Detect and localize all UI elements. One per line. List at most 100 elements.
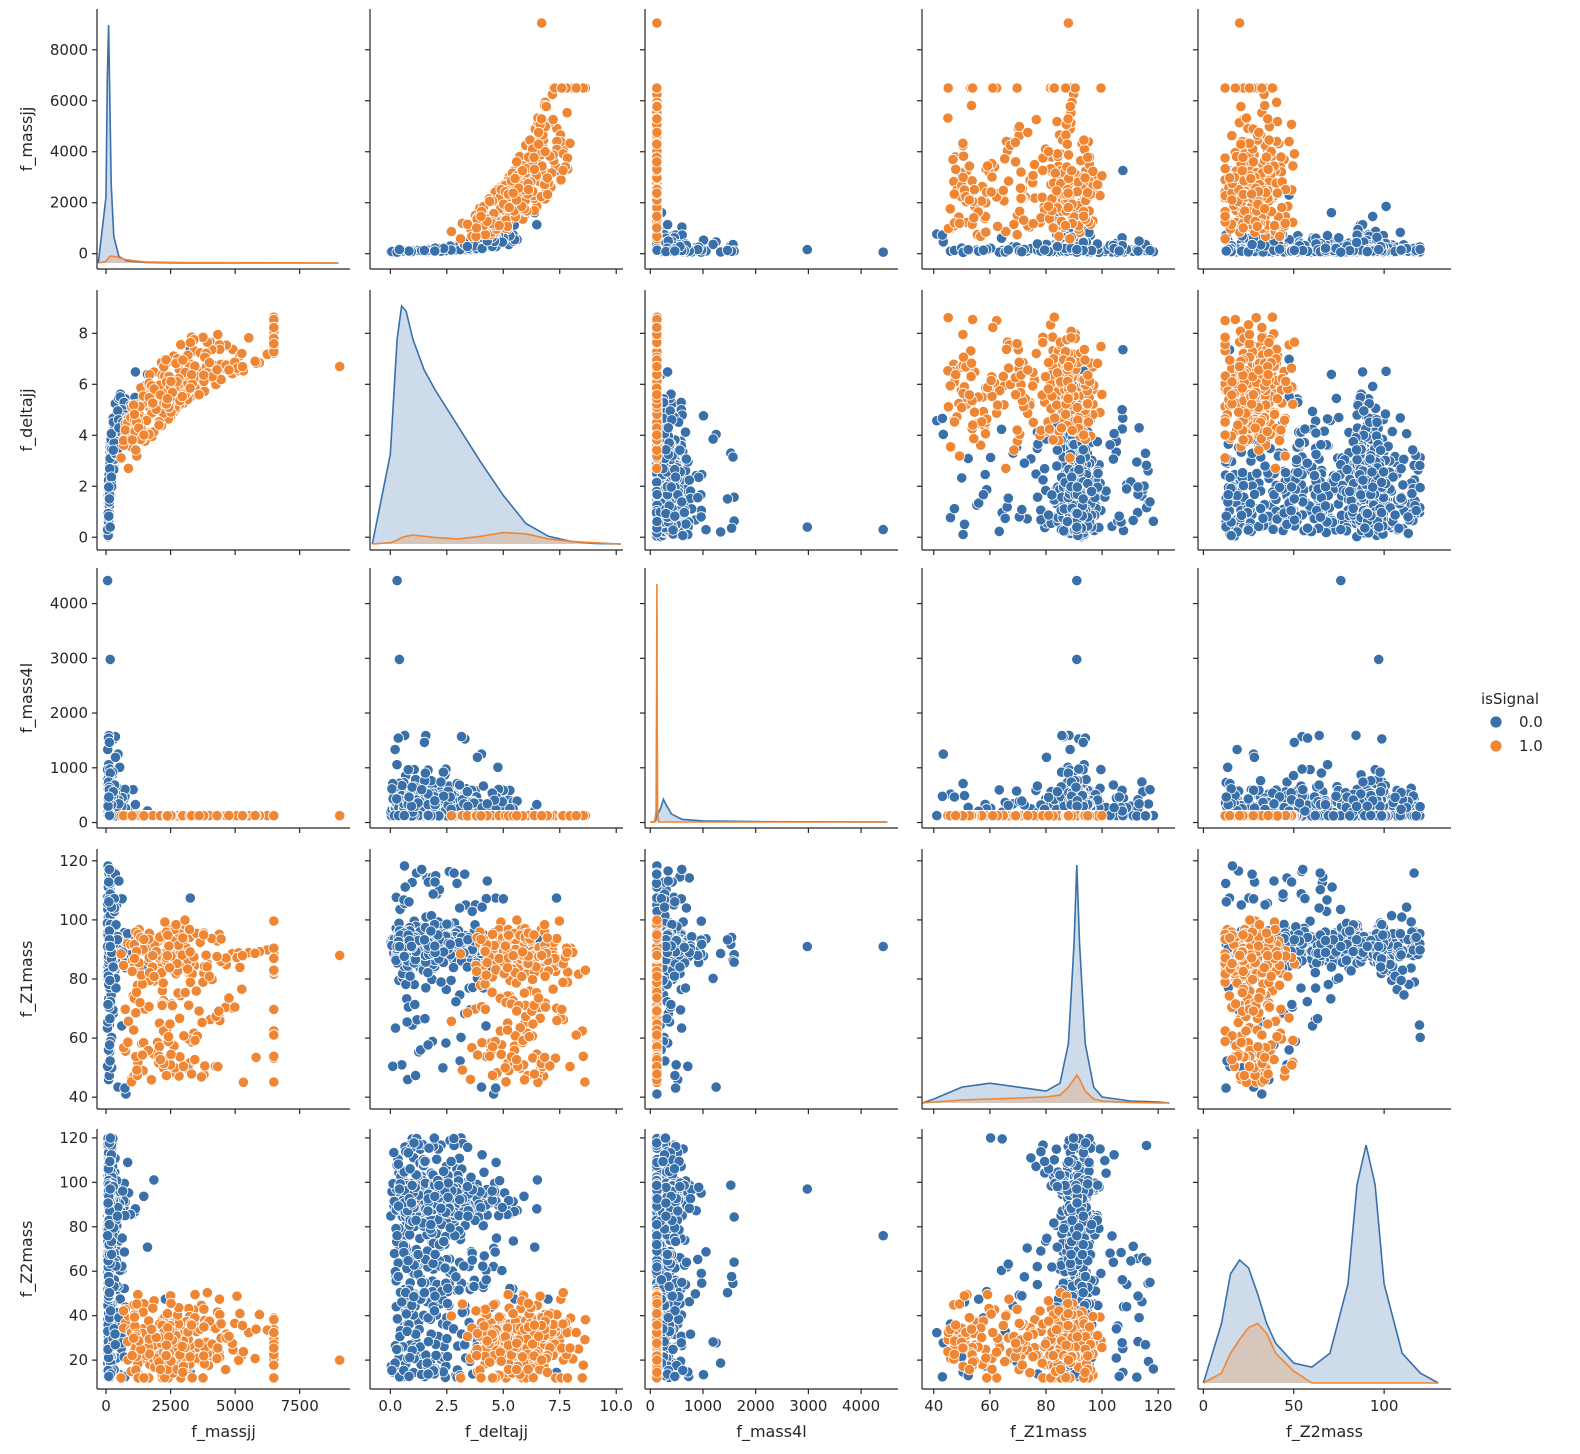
scatter-point-signal [1037, 164, 1049, 176]
scatter-point-background [1016, 246, 1028, 258]
scatter-point-signal [1064, 100, 1076, 113]
scatter-point-background [1325, 207, 1338, 219]
scatter-point-background [661, 219, 674, 231]
scatter-point-signal [1287, 160, 1299, 172]
scatter-point-signal [1260, 151, 1273, 163]
scatter-point-signal [115, 452, 127, 464]
scatter-point-signal [1271, 96, 1283, 108]
scatter-point-signal [445, 226, 457, 238]
scatter-point-signal [1027, 169, 1039, 182]
scatter-point-signal [1042, 200, 1055, 212]
scatter-point-signal [942, 82, 954, 94]
scatter-point-background [393, 244, 405, 256]
scatter-point-signal [651, 126, 663, 138]
scatter-point-background [801, 244, 813, 256]
scatter-point-signal [160, 354, 172, 366]
scatter-point-signal [950, 163, 962, 175]
scatter-point-background [1144, 244, 1156, 257]
scatter-point-signal [1030, 114, 1042, 126]
scatter-point-signal [147, 397, 159, 409]
scatter-point-signal [1078, 210, 1090, 222]
scatter-point-signal [1011, 82, 1023, 94]
scatter-point-signal [980, 226, 992, 238]
scatter-point-background [1395, 244, 1407, 256]
scatter-point-signal [268, 338, 280, 350]
scatter-point-signal [1271, 187, 1284, 199]
scatter-point-signal [1013, 121, 1025, 133]
scatter-point-signal [503, 201, 515, 214]
scatter-point-signal [165, 375, 177, 387]
scatter-point-signal [1048, 82, 1060, 94]
scatter-point-background [105, 471, 118, 483]
kde-fill-signal [372, 532, 621, 544]
scatter-point-signal [1062, 17, 1075, 29]
scatter-point-background [1133, 235, 1145, 247]
scatter-point-signal [651, 82, 663, 94]
scatter-point-background [1351, 236, 1363, 249]
scatter-point-signal [1014, 182, 1027, 194]
scatter-point-signal [1288, 148, 1301, 160]
panel-f_deltajj-vs-f_massjj [92, 290, 350, 555]
scatter-point-signal [1226, 130, 1238, 142]
scatter-point-background [107, 444, 119, 456]
scatter-point-signal [1060, 82, 1072, 94]
scatter-point-background [1031, 238, 1044, 250]
scatter-point-signal [999, 153, 1011, 165]
y-tick-label: 8 [78, 324, 88, 342]
scatter-point-signal [1087, 165, 1099, 177]
scatter-point-background [707, 238, 719, 250]
scatter-point-signal [1027, 218, 1039, 230]
scatter-point-signal [536, 17, 548, 29]
scatter-point-signal [651, 138, 663, 150]
scatter-point-signal [1069, 82, 1081, 94]
scatter-point-signal [186, 369, 198, 381]
scatter-point-signal [126, 434, 138, 446]
scatter-point-background [1051, 241, 1064, 253]
scatter-point-background [1414, 243, 1426, 255]
scatter-point-background [1288, 244, 1300, 256]
scatter-point-signal [507, 187, 519, 199]
scatter-point-background [103, 510, 115, 522]
scatter-point-signal [1285, 118, 1298, 131]
scatter-point-signal [535, 113, 548, 125]
scatter-point-background [962, 244, 974, 256]
scatter-point-background [1274, 243, 1286, 255]
scatter-point-signal [561, 107, 573, 119]
scatter-point-signal [1051, 185, 1063, 197]
scatter-point-background [1319, 242, 1332, 254]
scatter-point-background [1335, 246, 1347, 258]
scatter-point-signal [1262, 113, 1274, 125]
scatter-point-signal [184, 336, 196, 349]
scatter-point-signal [479, 229, 491, 241]
scatter-point-signal [153, 419, 165, 431]
scatter-point-signal [966, 82, 979, 94]
scatter-point-signal [651, 100, 663, 113]
scatter-point-signal [1259, 203, 1271, 215]
scatter-point-background [103, 481, 115, 493]
scatter-point-background [1002, 244, 1014, 256]
scatter-point-background [1371, 231, 1383, 243]
scatter-point-signal [1266, 82, 1279, 94]
scatter-point-signal [1062, 113, 1074, 125]
scatter-point-signal [1064, 233, 1076, 245]
scatter-point-signal [511, 156, 523, 168]
scatter-point-signal [987, 82, 999, 94]
scatter-point-signal [128, 399, 140, 411]
scatter-point-signal [203, 356, 215, 369]
scatter-point-signal [1245, 172, 1257, 185]
scatter-point-signal [541, 172, 553, 184]
scatter-point-signal [1060, 129, 1072, 141]
scatter-point-signal [564, 137, 576, 149]
scatter-point-signal [119, 424, 131, 436]
scatter-point-background [1394, 226, 1406, 238]
panel-f_deltajj-vs-f_mass4l [640, 290, 898, 555]
scatter-point-signal [1008, 218, 1020, 230]
scatter-point-signal [522, 184, 535, 196]
y-tick-label: 0 [78, 245, 88, 263]
scatter-point-signal [1234, 17, 1246, 29]
scatter-point-signal [1009, 156, 1022, 168]
panel-f_massjj-vs-f_Z1mass [917, 9, 1175, 274]
scatter-point-signal [532, 126, 545, 138]
scatter-point-background [105, 428, 118, 440]
scatter-point-signal [651, 222, 663, 234]
